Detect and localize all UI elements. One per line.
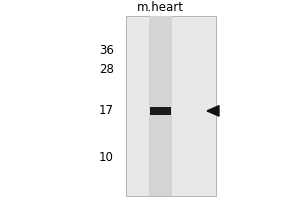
Text: 28: 28 [99, 63, 114, 76]
Text: 17: 17 [99, 104, 114, 117]
Bar [150, 107, 171, 115]
Text: m.heart: m.heart [137, 1, 184, 14]
Text: 10: 10 [99, 151, 114, 164]
FancyArrow shape [207, 106, 219, 116]
Bar [149, 16, 172, 196]
Bar [126, 16, 216, 196]
Text: 36: 36 [99, 44, 114, 57]
